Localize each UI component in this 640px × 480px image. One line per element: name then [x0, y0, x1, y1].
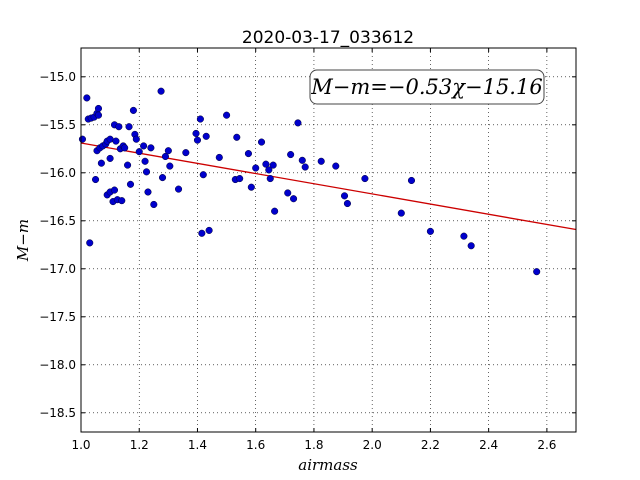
plot-frame — [80, 47, 577, 433]
data-point — [110, 186, 119, 194]
data-point — [94, 104, 103, 113]
x-tick-label: 1.6 — [246, 438, 265, 452]
y-tick-label: −18.5 — [39, 406, 76, 420]
data-point — [121, 144, 129, 152]
data-point — [112, 137, 120, 145]
data-point — [118, 197, 126, 205]
data-point — [124, 161, 132, 169]
data-point — [198, 229, 206, 237]
y-tick-label: −15.5 — [39, 118, 76, 132]
chart-title: 2020-03-17_033612 — [242, 28, 414, 48]
data-point — [199, 171, 207, 179]
data-point — [161, 152, 169, 161]
data-point — [269, 161, 277, 169]
data-point — [533, 268, 541, 276]
x-tick-label: 2.2 — [421, 438, 440, 452]
data-point — [236, 175, 244, 183]
data-point — [460, 232, 468, 240]
data-point — [301, 163, 309, 171]
x-tick-label: 1.2 — [130, 438, 149, 452]
data-point — [205, 226, 213, 234]
data-point — [340, 192, 349, 200]
data-point — [287, 151, 295, 159]
data-point — [78, 135, 87, 143]
data-point — [361, 175, 369, 183]
data-point — [290, 195, 298, 203]
data-points — [78, 87, 541, 276]
annotation-box — [309, 69, 545, 105]
data-point — [467, 242, 475, 250]
data-point — [126, 180, 135, 188]
data-point — [247, 183, 255, 191]
data-point — [141, 157, 149, 165]
y-tick-label: −17.0 — [39, 262, 76, 276]
data-point — [265, 166, 273, 174]
y-tick-label: −15.0 — [39, 70, 76, 84]
data-point — [142, 168, 151, 176]
x-tick-label: 2.4 — [479, 438, 498, 452]
data-point — [244, 150, 252, 158]
data-point — [223, 111, 231, 119]
data-point — [115, 123, 123, 131]
y-tick-label: −16.5 — [39, 214, 76, 228]
y-tick-label: −18.0 — [39, 358, 76, 372]
data-point — [83, 94, 91, 102]
data-point — [140, 142, 148, 150]
data-point — [132, 135, 140, 143]
y-tick-label: −17.5 — [39, 310, 76, 324]
data-point — [86, 239, 94, 247]
data-point — [298, 156, 306, 164]
data-point — [135, 148, 143, 156]
data-point — [94, 111, 103, 119]
data-point — [192, 129, 200, 137]
data-point — [271, 207, 279, 215]
data-point — [266, 175, 274, 183]
data-point — [284, 189, 292, 197]
x-tick-label: 2.0 — [363, 438, 382, 452]
data-point — [129, 106, 137, 114]
data-point — [196, 115, 204, 123]
x-tick-label: 1.4 — [188, 438, 207, 452]
x-tick-label: 1.0 — [71, 438, 90, 452]
data-point — [144, 188, 152, 196]
data-point — [397, 209, 405, 217]
data-point — [147, 144, 155, 152]
grid — [80, 48, 576, 432]
x-axis-label: airmass — [298, 456, 358, 474]
data-point — [407, 176, 416, 185]
data-point — [182, 149, 190, 157]
data-point — [157, 87, 165, 95]
x-tick-label: 2.6 — [537, 438, 556, 452]
y-tick-label: −16.0 — [39, 166, 76, 180]
data-point — [174, 185, 183, 193]
data-point — [294, 119, 302, 127]
data-point — [426, 227, 434, 235]
data-point — [193, 136, 202, 144]
data-point — [343, 199, 351, 208]
data-point — [233, 133, 241, 141]
fit-annotation: M−m=−0.53χ−15.16 — [309, 69, 545, 105]
data-point — [150, 200, 158, 209]
data-point — [164, 147, 172, 155]
data-point — [97, 159, 105, 167]
annotation-text: M−m=−0.53χ−15.16 — [310, 75, 542, 99]
data-point — [257, 138, 266, 146]
data-point — [92, 175, 100, 184]
data-point — [317, 157, 325, 165]
data-point — [166, 162, 174, 170]
data-point — [332, 162, 340, 170]
y-axis-label: M−m — [14, 219, 32, 262]
data-point — [202, 132, 210, 140]
data-point — [262, 160, 270, 168]
data-point — [215, 153, 223, 161]
data-point — [125, 123, 133, 131]
data-point — [252, 164, 260, 172]
data-point — [158, 174, 167, 182]
x-tick-label: 1.8 — [304, 438, 323, 452]
data-point — [106, 154, 114, 162]
axis-ticks: 1.0 1.2 1.4 1.6 1.8 2.0 2.2 2.4 2.6 −15.0 −15.5 −16… — [39, 48, 576, 452]
